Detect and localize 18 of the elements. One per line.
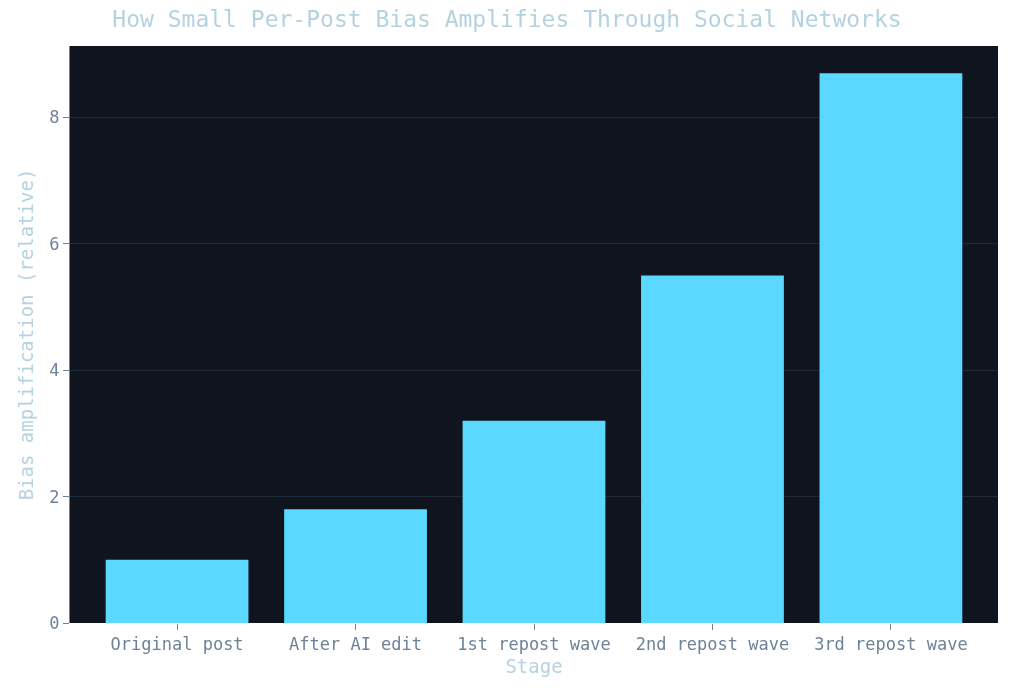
- x-tick-label: 3rd repost wave: [814, 634, 968, 655]
- y-tick-label: 6: [49, 233, 60, 254]
- x-tick-label: 1st repost wave: [457, 634, 611, 655]
- chart-title: How Small Per-Post Bias Amplifies Through Social Networks: [112, 5, 902, 32]
- bar: [641, 275, 784, 623]
- x-tick-label: 2nd repost wave: [635, 634, 790, 655]
- x-axis-title: Stage: [505, 655, 563, 678]
- bar: [284, 509, 427, 623]
- y-axis-title: Bias amplification (relative): [15, 168, 38, 501]
- bar: [462, 420, 606, 623]
- y-tick-label: 0: [49, 612, 60, 633]
- x-tick-label: Original post: [110, 634, 244, 655]
- bar: [819, 73, 963, 623]
- y-tick-label: 2: [49, 486, 60, 507]
- y-tick-label: 8: [49, 107, 60, 128]
- bar: [105, 559, 249, 623]
- y-tick-label: 4: [49, 360, 60, 381]
- x-tick-label: After AI edit: [289, 634, 423, 655]
